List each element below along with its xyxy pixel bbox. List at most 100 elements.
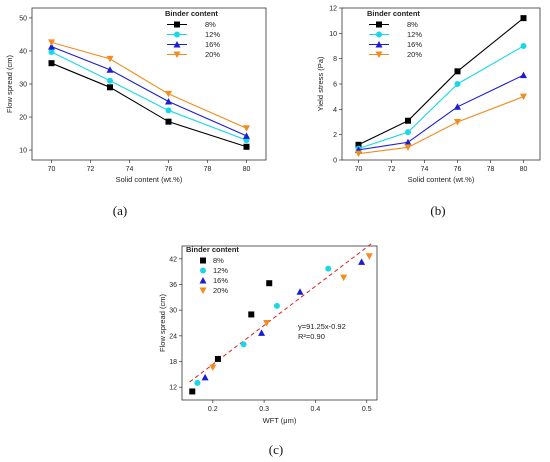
legend-marker [200,267,206,274]
legend-label: 16% [205,40,220,49]
y-axis-label: Flow spread (cm) [158,294,167,352]
legend-marker [174,31,180,38]
data-point [48,60,55,67]
legend-label: 8% [213,256,224,265]
data-point [194,379,201,386]
y-tick-label: 8 [333,56,337,63]
series-20pct [209,253,373,371]
data-point [454,119,461,126]
y-tick-label: 20 [19,115,27,122]
data-point [405,117,411,124]
x-axis-label: Solid content (wt.%) [408,175,475,184]
series-16pct [48,43,250,139]
legend-label: 12% [205,30,220,39]
x-tick-label: 78 [204,166,212,173]
data-point [209,364,217,371]
data-point [165,98,172,105]
data-point [240,341,247,348]
data-point [520,15,527,22]
data-point [520,43,527,49]
legend-label: 8% [205,20,216,29]
data-point [340,274,348,282]
series-line [358,17,524,146]
legend-marker [173,41,181,48]
data-point [48,43,55,50]
legend-label: 20% [205,50,220,59]
x-tick-label: 78 [487,166,495,173]
legend-marker [375,51,383,58]
x-tick-label: 0.2 [208,406,218,413]
legend-label: 16% [407,40,422,49]
data-point [48,48,55,55]
legend-marker [199,287,207,294]
legend-label: 20% [213,286,228,295]
data-point [296,288,304,295]
legend-marker [199,277,207,284]
chart-b: 70 72 74 76 78 80 0 2 4 6 8 10 12 Solid content (wt.%… [316,6,541,218]
data-point [266,280,273,287]
x-tick-label: 0.3 [259,406,269,413]
data-point [405,129,411,136]
chart-c: 0.2 0.3 0.4 0.5 12 18 24 30 36 42 WFT (μm) Flow spr… [158,242,378,457]
data-point [107,77,113,84]
x-tick-label: 76 [454,166,462,173]
data-point [189,388,196,395]
x-tick-label: 76 [165,166,173,173]
series-8pct [189,280,273,395]
y-tick-label: 12 [329,6,337,13]
legend: Binder content 8%12%16%20% [186,245,239,295]
legend: Binder content 8%12%16%20% [165,9,220,59]
series-line [358,96,524,155]
data-point [165,90,172,98]
y-tick-label: 42 [169,256,177,263]
data-point [355,150,362,158]
data-point [358,258,366,265]
legend-label: 8% [407,20,418,29]
data-point [273,302,280,309]
y-tick-label: 10 [19,148,27,155]
legend-marker [376,31,382,38]
legend-label: 12% [407,30,422,39]
y-tick-label: 0 [333,158,337,165]
x-tick-label: 70 [48,166,56,173]
legend-label: 12% [213,266,228,275]
series-12pct [355,43,527,152]
y-tick-label: 10 [329,31,337,38]
data-point [214,355,221,362]
data-point [201,373,209,381]
y-tick-label: 6 [333,82,337,89]
legend-marker [200,257,206,264]
fit-equation: y=91.25x-0.92 [298,322,346,331]
data-point [258,329,266,336]
legend-marker [375,41,383,48]
y-tick-label: 12 [169,385,177,392]
data-point [243,125,250,132]
data-point [165,107,172,114]
legend: Binder content 8%12%16%20% [367,9,422,59]
x-tick-label: 0.4 [311,406,321,413]
legend-label: 16% [213,276,228,285]
data-point [404,138,412,146]
series-12pct [194,265,332,386]
panel-caption: (b) [430,203,445,218]
panel-caption: (c) [269,442,283,457]
legend-label: 20% [407,50,422,59]
y-tick-label: 24 [169,333,177,340]
data-point [520,93,527,101]
series-8pct [355,15,527,148]
y-tick-label: 36 [169,282,177,289]
x-tick-label: 70 [355,166,363,173]
series-20pct [355,93,527,158]
legend-title: Binder content [186,245,239,254]
x-axis-label: WFT (μm) [263,416,297,425]
data-point [107,84,113,91]
series-12pct [48,48,250,144]
data-point [355,141,362,148]
data-point [325,265,332,272]
x-axis-label: Solid content (wt.%) [116,175,183,184]
x-tick-label: 72 [87,166,95,173]
x-tick-label: 80 [520,166,528,173]
x-tick-label: 0.5 [362,406,372,413]
y-axis-label: Flow spread (cm) [5,55,14,113]
